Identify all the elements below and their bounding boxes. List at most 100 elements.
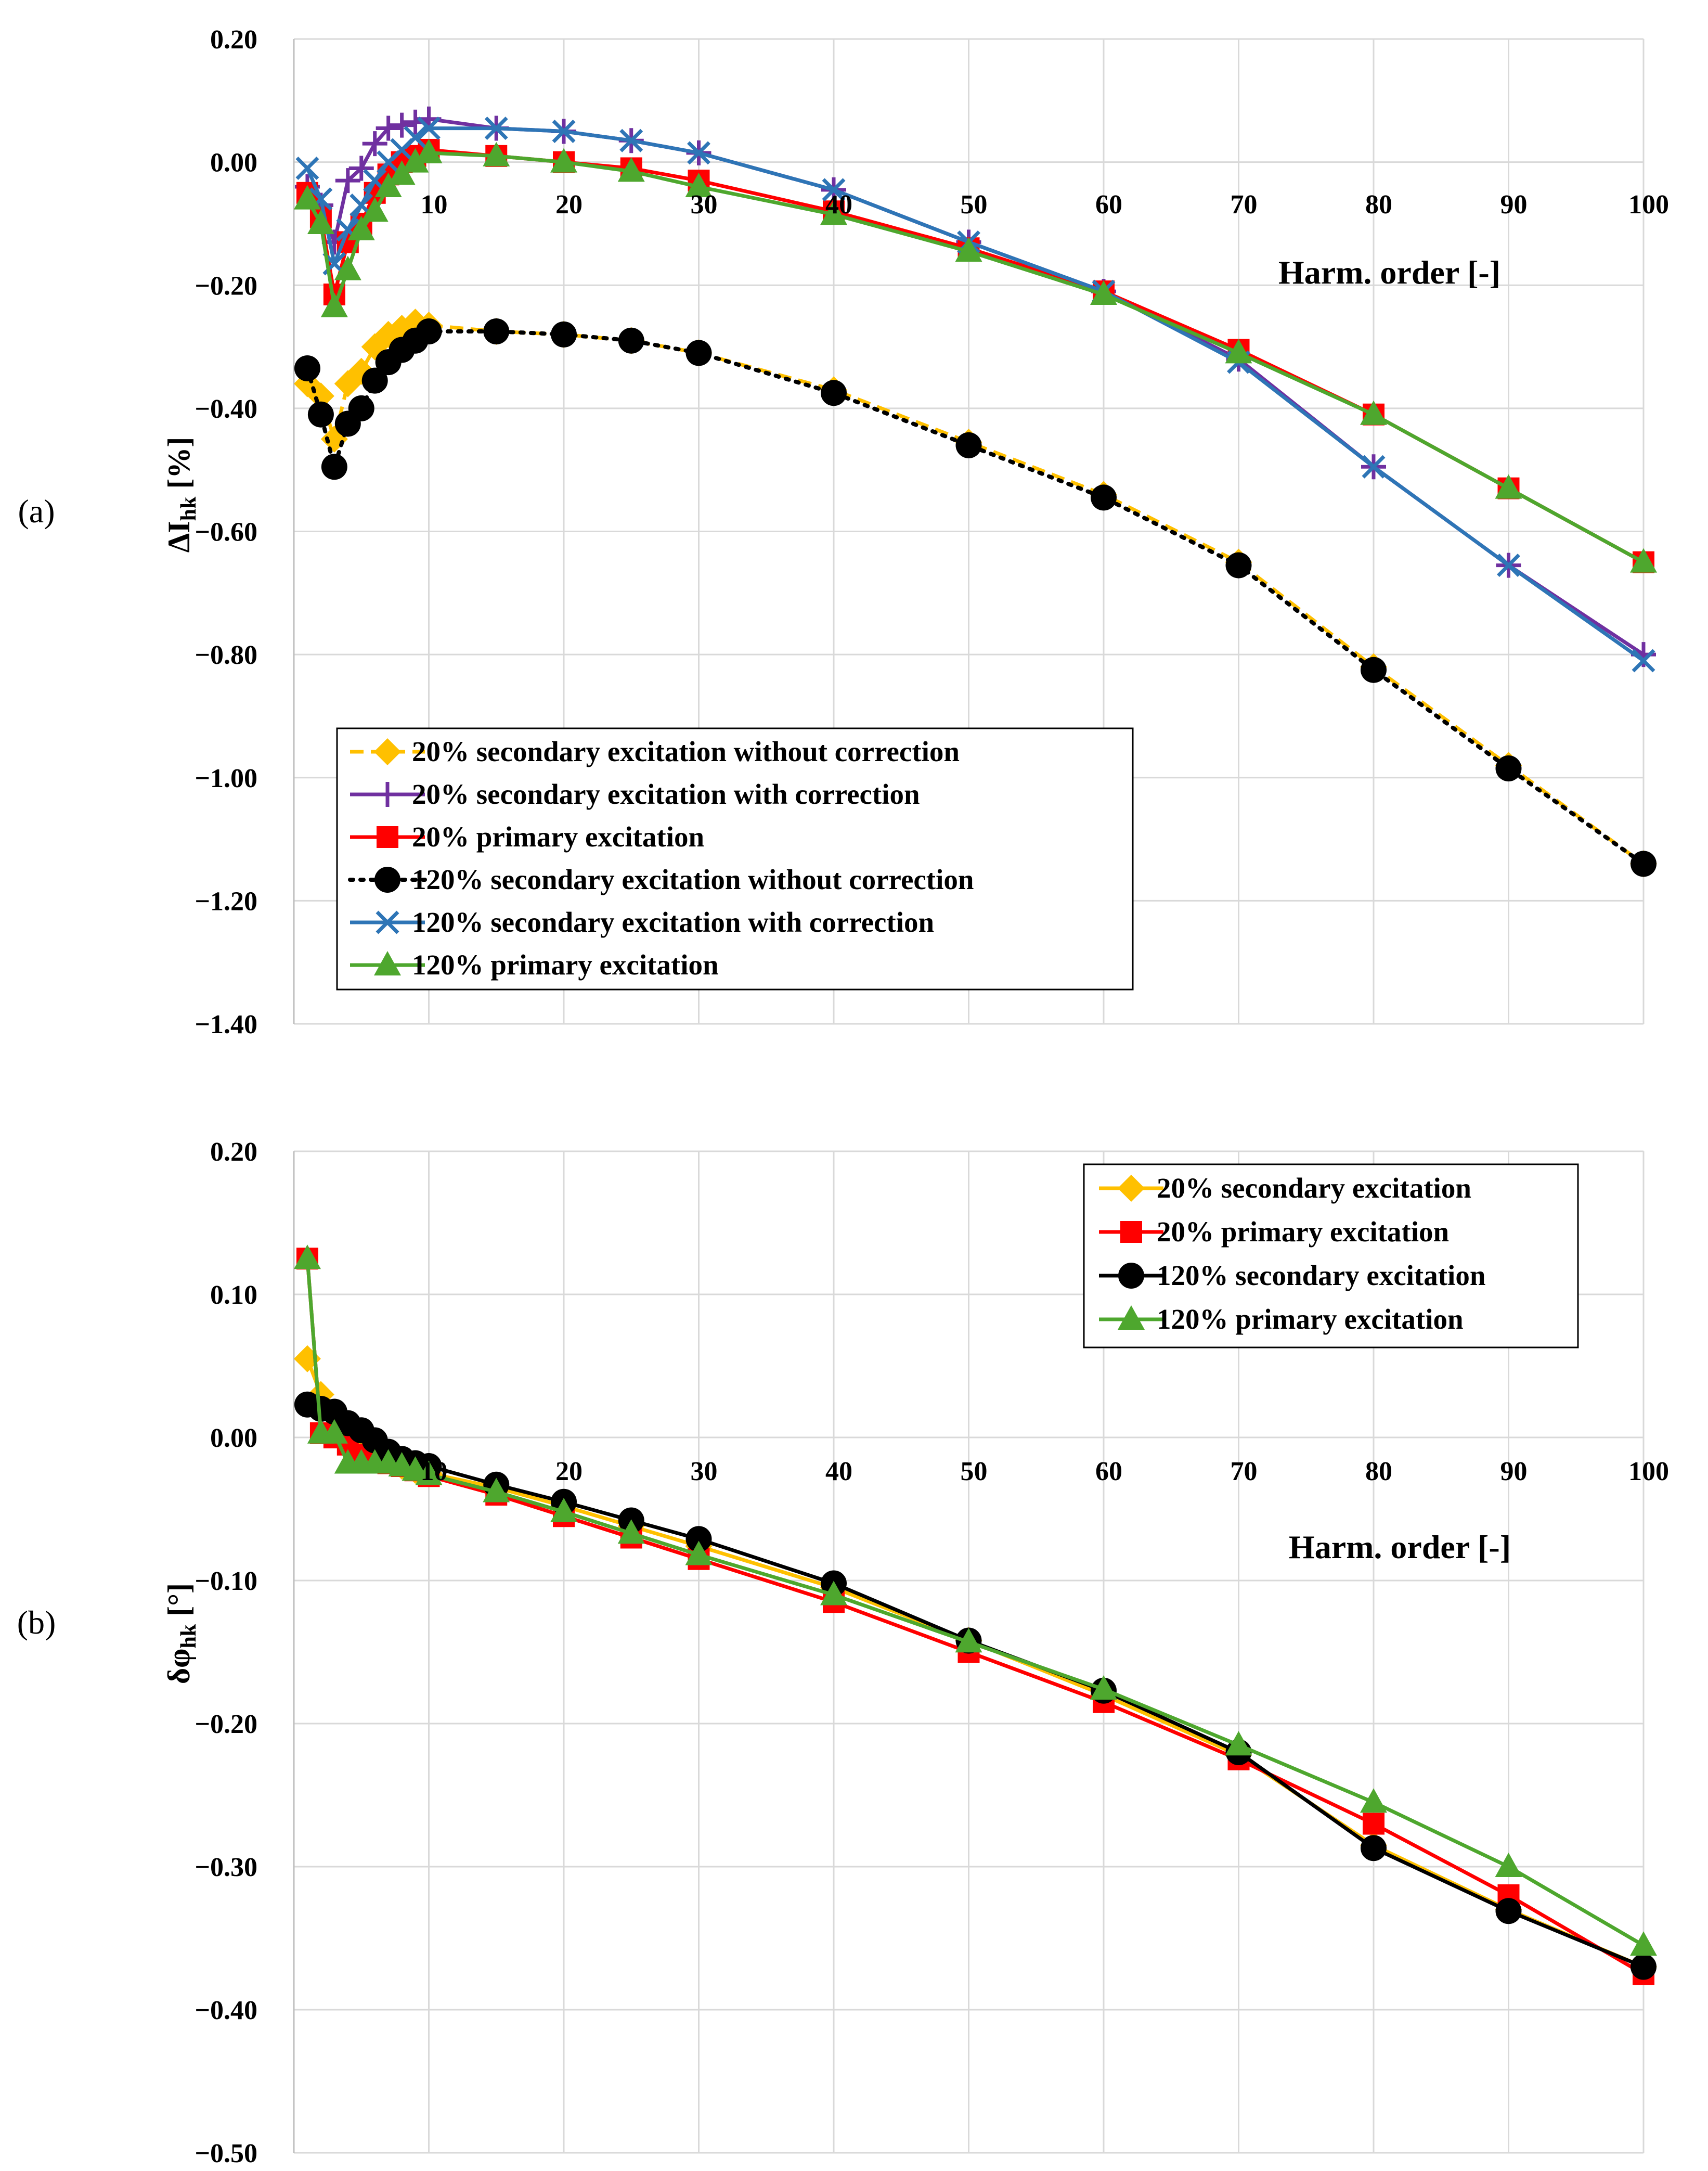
x-tick-label: 30 (691, 1457, 718, 1486)
y-tick-label: −0.80 (195, 640, 257, 670)
panel-b-y-axis-label-sub: hk (177, 1624, 201, 1648)
x-tick-label: 60 (1095, 1457, 1122, 1486)
series-3 (294, 318, 1657, 877)
y-tick-label: 0.00 (210, 1423, 257, 1453)
data-point (417, 117, 441, 140)
y-tick-label: −0.40 (195, 1996, 257, 2025)
legend-marker (1120, 1221, 1142, 1243)
x-tick-label: 20 (555, 1457, 583, 1486)
legend-marker (375, 782, 400, 807)
y-tick-label: −1.20 (195, 887, 257, 916)
y-tick-label: 0.00 (210, 148, 257, 178)
data-point (483, 318, 510, 344)
data-point (1360, 400, 1387, 425)
panel-a-y-ticks: 0.20 0.00 −0.20 −0.40 −0.60 −0.80 −1.00 −1.20 −1… (195, 25, 257, 1039)
series-5 (293, 138, 1657, 573)
data-point (822, 178, 846, 202)
panel-a-x-ticks: 10 20 30 40 50 60 70 80 90 100 (421, 190, 1670, 220)
y-tick-label: −0.60 (195, 518, 257, 547)
data-point (293, 185, 321, 210)
legend-marker (377, 826, 398, 848)
data-point (821, 380, 847, 406)
data-point (1361, 1835, 1387, 1861)
x-tick-label: 100 (1628, 190, 1669, 220)
data-point (1495, 755, 1522, 782)
data-point (320, 1419, 348, 1444)
data-point (347, 215, 375, 240)
data-point (617, 157, 645, 182)
data-point (484, 117, 508, 140)
x-tick-label: 40 (825, 190, 852, 220)
legend-entry: 20% secondary excitation (1099, 1172, 1471, 1204)
legend-entry: 20% primary excitation (1099, 1216, 1449, 1248)
y-tick-label: −0.20 (195, 1710, 257, 1739)
data-point (1497, 554, 1520, 577)
data-point (820, 200, 847, 225)
legend-label: 120% primary excitation (412, 949, 719, 981)
x-tick-label: 90 (1500, 190, 1528, 220)
data-point (1091, 484, 1117, 511)
x-tick-label: 10 (421, 190, 448, 220)
legend-label: 20% secondary excitation (1157, 1172, 1471, 1204)
legend-entry: 120% secondary excitation with correctio… (350, 906, 934, 938)
panel-a-series (293, 106, 1657, 878)
y-tick-label: 0.10 (210, 1280, 257, 1310)
data-point (402, 148, 429, 173)
legend-label: 20% secondary excitation with correction (412, 778, 920, 810)
y-tick-label: −0.20 (195, 271, 257, 301)
data-point (348, 156, 374, 181)
data-point (955, 432, 982, 458)
panel-b-y-axis-label-main: δφ (162, 1649, 196, 1685)
legend-entry: 20% secondary excitation with correction (350, 778, 920, 810)
data-point (335, 168, 360, 194)
data-point (820, 1581, 847, 1605)
data-point (416, 318, 442, 344)
data-point (293, 1244, 321, 1269)
legend-entry: 120% secondary excitation without correc… (348, 864, 974, 895)
legend-label: 20% secondary excitation without correct… (412, 736, 960, 767)
data-point (334, 255, 361, 280)
data-point (1225, 1731, 1252, 1756)
y-tick-label: −0.50 (195, 2139, 257, 2168)
data-point (415, 1460, 443, 1485)
data-point (550, 1498, 577, 1522)
data-point (955, 237, 982, 262)
panel-a-label: (a) (18, 493, 55, 530)
data-point (617, 1519, 645, 1544)
legend-marker (376, 910, 399, 934)
data-point (362, 131, 387, 157)
data-point (1363, 1813, 1384, 1835)
y-tick-label: 0.20 (210, 1137, 257, 1167)
data-point (1630, 1931, 1657, 1956)
data-point (415, 138, 443, 163)
data-point (307, 401, 334, 428)
panel-a-y-axis-label: ΔIhk [%] (162, 437, 201, 553)
series-3 (293, 1244, 1657, 1956)
data-point (1090, 1675, 1117, 1700)
legend-marker (374, 867, 400, 893)
data-point (1495, 1898, 1522, 1924)
x-tick-label: 20 (555, 190, 583, 220)
legend-entry: 20% secondary excitation without correct… (350, 736, 960, 767)
legend-label: 20% primary excitation (1157, 1216, 1449, 1248)
panel-b-label: (b) (17, 1604, 56, 1641)
legend-label: 120% secondary excitation with correctio… (412, 906, 934, 938)
legend-entry: 120% primary excitation (1099, 1303, 1464, 1335)
x-tick-label: 80 (1365, 1457, 1392, 1486)
y-tick-label: −0.10 (195, 1566, 257, 1596)
legend-marker (374, 738, 401, 765)
legend-entry: 120% primary excitation (350, 949, 719, 981)
data-point (389, 112, 415, 138)
legend-marker (1118, 1305, 1145, 1330)
data-point (550, 148, 577, 173)
panel-a: 0.20 0.00 −0.20 −0.40 −0.60 −0.80 −1.00 −1.20 −1… (18, 25, 1669, 1039)
data-point (685, 340, 712, 366)
data-point (404, 125, 428, 149)
data-point (483, 1478, 510, 1502)
legend-entry: 120% secondary excitation (1099, 1260, 1485, 1291)
legend-label: 120% primary excitation (1157, 1303, 1464, 1335)
y-tick-label: 0.20 (210, 25, 257, 55)
data-point (685, 1526, 712, 1552)
y-tick-label: −1.40 (195, 1010, 257, 1039)
